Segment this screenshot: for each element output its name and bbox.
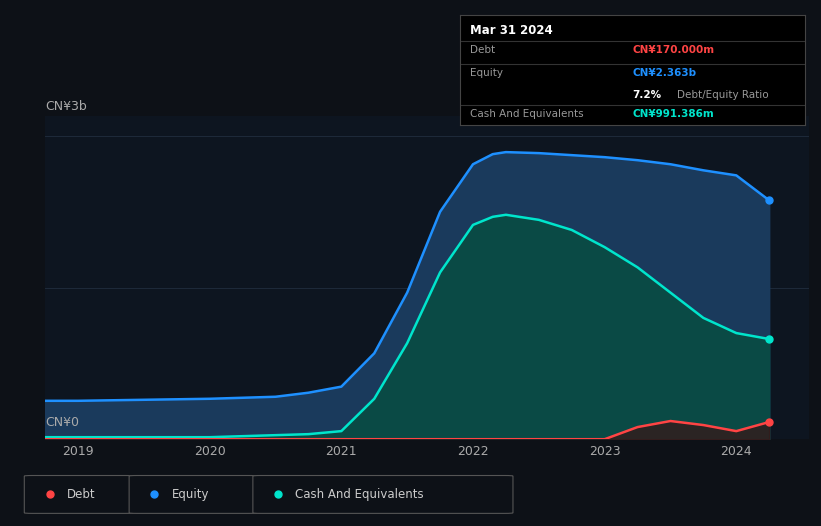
Text: Debt: Debt [470, 45, 495, 55]
Text: CN¥3b: CN¥3b [45, 100, 87, 113]
Text: Debt: Debt [67, 488, 95, 501]
FancyBboxPatch shape [253, 476, 513, 513]
Text: CN¥991.386m: CN¥991.386m [632, 108, 714, 119]
Text: CN¥2.363b: CN¥2.363b [632, 68, 696, 78]
Text: CN¥0: CN¥0 [45, 416, 79, 429]
Text: CN¥170.000m: CN¥170.000m [632, 45, 714, 55]
Text: 7.2%: 7.2% [632, 90, 661, 100]
Text: Debt/Equity Ratio: Debt/Equity Ratio [677, 90, 768, 100]
FancyBboxPatch shape [129, 476, 257, 513]
Text: Equity: Equity [172, 488, 209, 501]
Text: Equity: Equity [470, 68, 503, 78]
Text: Mar 31 2024: Mar 31 2024 [470, 24, 553, 37]
FancyBboxPatch shape [25, 476, 133, 513]
Text: Cash And Equivalents: Cash And Equivalents [296, 488, 424, 501]
Text: Cash And Equivalents: Cash And Equivalents [470, 108, 584, 119]
